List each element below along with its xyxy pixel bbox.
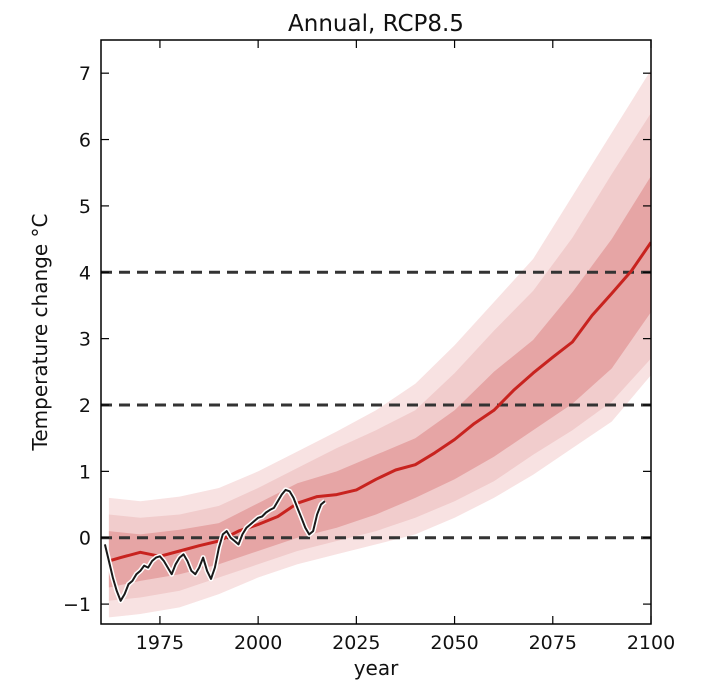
data-lines xyxy=(102,241,651,604)
x-tick-label: 2025 xyxy=(332,632,380,654)
x-tick-label: 1975 xyxy=(136,632,184,654)
y-tick-label: 7 xyxy=(79,63,91,85)
x-tick-label: 2100 xyxy=(627,632,675,654)
y-tick-label: −1 xyxy=(63,594,91,616)
x-axis: 1975 2000 2025 2050 2075 2100 xyxy=(136,40,675,654)
inner-band xyxy=(108,176,651,588)
plot-frame xyxy=(100,39,652,625)
observed-line xyxy=(103,488,326,602)
y-tick-label: 1 xyxy=(79,461,91,483)
y-tick-label: 5 xyxy=(79,196,91,218)
median-line xyxy=(108,241,651,563)
x-axis-label: year xyxy=(354,656,399,680)
y-tick-label: 0 xyxy=(79,528,91,550)
outer-band xyxy=(108,69,651,618)
x-tick-label: 2000 xyxy=(234,632,282,654)
y-axis: −1 0 1 2 3 4 5 6 7 xyxy=(63,63,651,616)
uncertainty-bands xyxy=(108,69,651,618)
x-tick-label: 2075 xyxy=(529,632,577,654)
chart-title: Annual, RCP8.5 xyxy=(288,11,464,37)
y-tick-label: 3 xyxy=(79,329,91,351)
y-tick-label: 4 xyxy=(79,262,91,284)
y-axis-label: Temperature change °C xyxy=(28,214,52,452)
y-tick-label: 2 xyxy=(79,395,91,417)
y-tick-label: 6 xyxy=(79,130,91,152)
reference-lines xyxy=(101,270,651,540)
x-tick-label: 2050 xyxy=(430,632,478,654)
